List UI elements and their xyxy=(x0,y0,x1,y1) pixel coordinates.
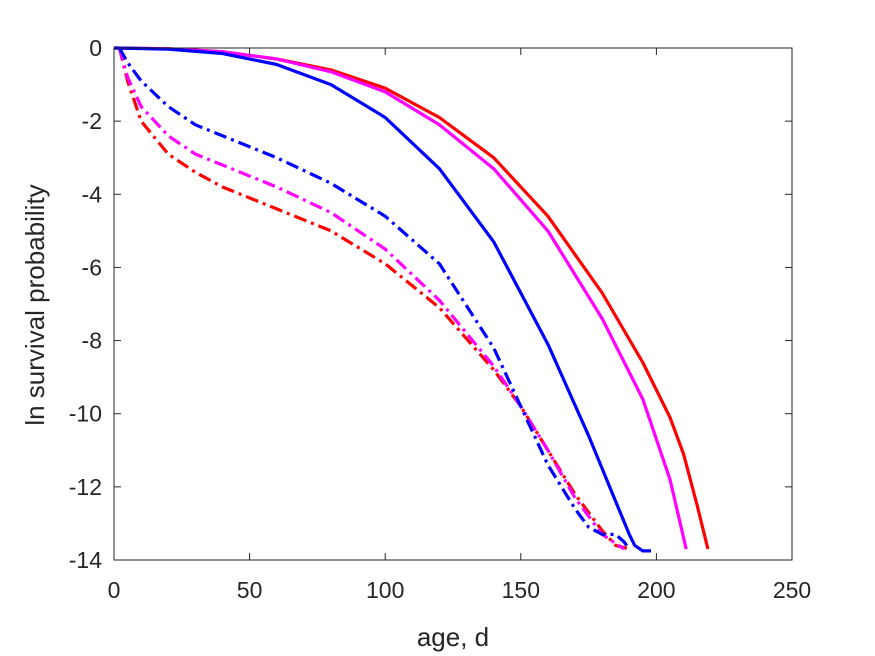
x-axis-label: age, d xyxy=(417,622,489,652)
series-line-3 xyxy=(113,46,651,553)
y-tick-label: -8 xyxy=(82,328,102,354)
series-line-4 xyxy=(117,47,630,551)
y-tick-label: -6 xyxy=(82,254,102,280)
axes-group: 0 50 100 150 200 250 0 -2 -4 -6 -8 -10 -12 -14 xyxy=(69,35,811,603)
x-tick-label: 100 xyxy=(366,577,404,603)
y-tick-label: -12 xyxy=(69,474,102,500)
axes-box xyxy=(113,47,793,561)
series-line-2 xyxy=(113,46,688,550)
series-line-5 xyxy=(117,47,625,551)
x-tick-label: 250 xyxy=(773,577,811,603)
y-tick-label: -2 xyxy=(82,108,102,134)
y-tick-label: -14 xyxy=(69,547,102,573)
x-tick-label: 0 xyxy=(108,577,121,603)
y-tick-label: -4 xyxy=(82,181,103,207)
plot-area xyxy=(114,48,792,560)
series-line-6 xyxy=(118,47,631,550)
x-tick-label: 200 xyxy=(637,577,675,603)
y-tick-label: -10 xyxy=(69,401,102,427)
plot-background xyxy=(114,48,792,560)
y-axis-label: ln survival probability xyxy=(20,184,50,425)
x-tick-label: 150 xyxy=(502,577,540,603)
x-tick-label: 50 xyxy=(237,577,263,603)
y-tick-label: 0 xyxy=(89,35,102,61)
series-group xyxy=(113,46,710,553)
